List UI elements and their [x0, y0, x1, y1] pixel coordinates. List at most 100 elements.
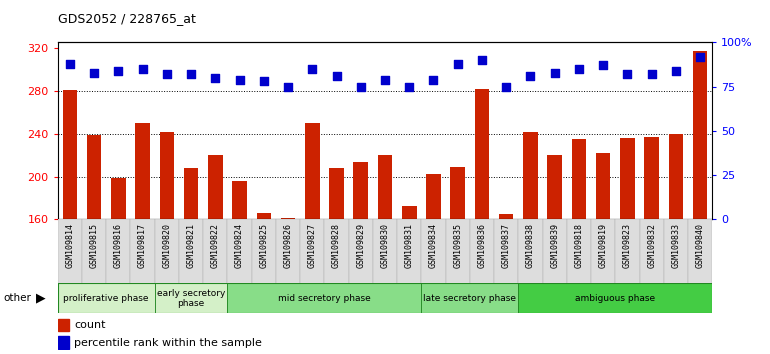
Text: GSM109824: GSM109824	[235, 223, 244, 268]
Point	[573, 66, 585, 72]
Bar	[227, 219, 252, 285]
Bar	[155, 219, 179, 285]
Bar	[155, 283, 227, 313]
Point	[524, 73, 537, 79]
Bar	[281, 218, 296, 219]
Bar	[446, 219, 470, 285]
Text: percentile rank within the sample: percentile rank within the sample	[74, 338, 262, 348]
Text: GSM109819: GSM109819	[598, 223, 608, 268]
Point	[451, 61, 464, 67]
Bar	[106, 219, 130, 285]
Text: GSM109814: GSM109814	[65, 223, 75, 268]
Point	[209, 75, 222, 81]
Bar	[208, 155, 223, 219]
Text: GSM109828: GSM109828	[332, 223, 341, 268]
Text: GSM109815: GSM109815	[89, 223, 99, 268]
Text: GSM109834: GSM109834	[429, 223, 438, 268]
Bar	[693, 51, 708, 219]
Bar	[421, 219, 446, 285]
Point	[621, 72, 634, 77]
Bar	[499, 214, 514, 219]
Text: GSM109829: GSM109829	[357, 223, 365, 268]
Bar	[427, 175, 440, 219]
Point	[185, 72, 197, 77]
Point	[403, 84, 415, 90]
Bar	[470, 219, 494, 285]
Point	[233, 77, 246, 82]
Bar	[615, 219, 640, 285]
Bar	[523, 132, 537, 219]
Bar	[620, 138, 634, 219]
Point	[112, 68, 125, 74]
Bar	[518, 219, 543, 285]
Text: GSM109832: GSM109832	[647, 223, 656, 268]
Bar	[668, 134, 683, 219]
Bar	[87, 135, 102, 219]
Text: mid secretory phase: mid secretory phase	[278, 294, 371, 303]
Point	[500, 84, 512, 90]
Text: ambiguous phase: ambiguous phase	[575, 294, 655, 303]
Bar	[518, 283, 712, 313]
Bar	[130, 219, 155, 285]
Text: ▶: ▶	[36, 292, 46, 305]
Bar	[136, 123, 150, 219]
Bar	[474, 88, 489, 219]
Point	[476, 57, 488, 63]
Point	[136, 66, 149, 72]
Text: GSM109837: GSM109837	[502, 223, 511, 268]
Point	[64, 61, 76, 67]
Bar	[567, 219, 591, 285]
Bar	[227, 283, 421, 313]
Text: GSM109840: GSM109840	[695, 223, 705, 268]
Bar	[324, 219, 349, 285]
Point	[645, 72, 658, 77]
Bar	[402, 206, 417, 219]
Text: GSM109830: GSM109830	[380, 223, 390, 268]
Text: GSM109838: GSM109838	[526, 223, 535, 268]
Point	[670, 68, 682, 74]
Bar	[688, 219, 712, 285]
Text: GSM109836: GSM109836	[477, 223, 487, 268]
Bar	[397, 219, 421, 285]
Bar	[330, 168, 343, 219]
Bar	[591, 219, 615, 285]
Bar	[203, 219, 227, 285]
Text: GSM109831: GSM109831	[405, 223, 413, 268]
Text: other: other	[4, 293, 32, 303]
Point	[379, 77, 391, 82]
Text: count: count	[74, 320, 105, 330]
Point	[330, 73, 343, 79]
Point	[306, 66, 319, 72]
Bar	[543, 219, 567, 285]
Bar	[353, 161, 368, 219]
Bar	[276, 219, 300, 285]
Bar	[571, 139, 586, 219]
Point	[258, 79, 270, 84]
Bar	[58, 283, 155, 313]
Text: GSM109825: GSM109825	[259, 223, 268, 268]
Point	[548, 70, 561, 75]
Bar	[300, 219, 324, 285]
Bar	[596, 153, 611, 219]
Bar	[373, 219, 397, 285]
Text: early secretory
phase: early secretory phase	[157, 289, 226, 308]
Bar	[82, 219, 106, 285]
Text: GSM109826: GSM109826	[283, 223, 293, 268]
Bar	[62, 90, 77, 219]
Text: GSM109833: GSM109833	[671, 223, 681, 268]
Bar	[58, 219, 82, 285]
Bar	[184, 168, 199, 219]
Point	[355, 84, 367, 90]
Point	[597, 63, 609, 68]
Bar	[421, 283, 518, 313]
Bar	[252, 219, 276, 285]
Text: GDS2052 / 228765_at: GDS2052 / 228765_at	[58, 12, 196, 25]
Bar	[494, 219, 518, 285]
Text: GSM109820: GSM109820	[162, 223, 172, 268]
Bar	[664, 219, 688, 285]
Bar	[58, 336, 69, 349]
Text: GSM109822: GSM109822	[211, 223, 219, 268]
Text: proliferative phase: proliferative phase	[63, 294, 149, 303]
Bar	[305, 123, 320, 219]
Bar	[111, 178, 126, 219]
